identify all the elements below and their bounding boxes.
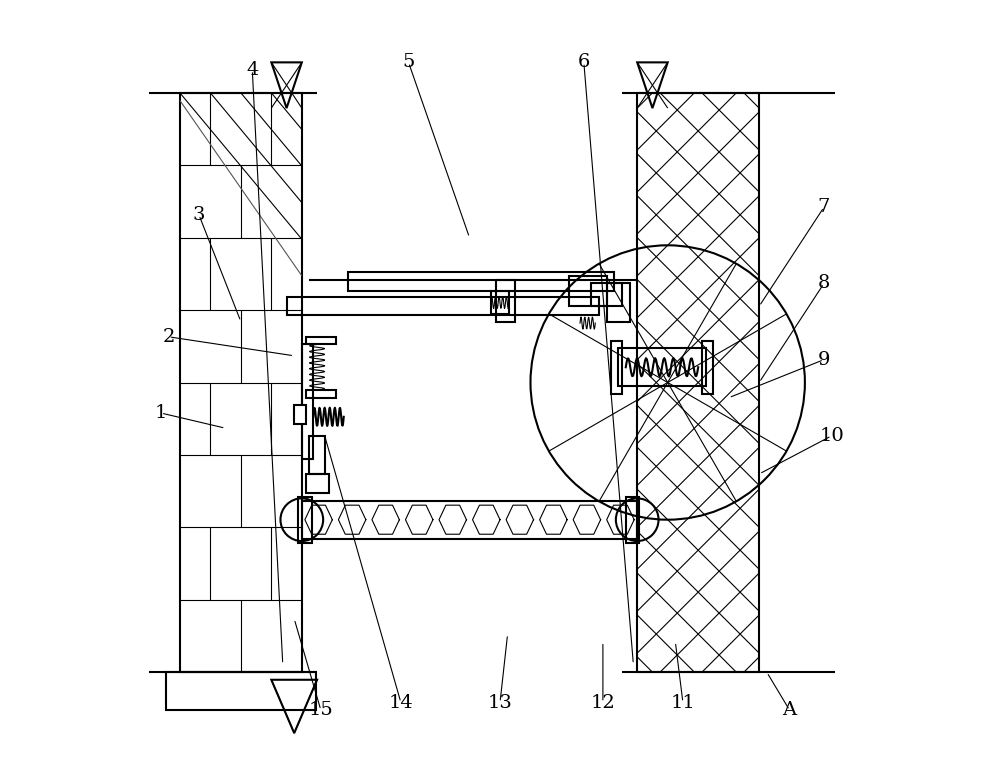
Bar (569, 276, 607, 306)
Text: A: A (783, 702, 797, 719)
Bar (496, 279, 515, 321)
Bar (166, 672, 316, 710)
Text: 4: 4 (246, 61, 258, 79)
Bar (348, 272, 614, 291)
Text: 9: 9 (818, 350, 830, 369)
Bar (302, 344, 313, 459)
Text: 11: 11 (671, 694, 695, 711)
Text: 10: 10 (819, 427, 844, 445)
Bar (637, 93, 759, 672)
Text: 15: 15 (309, 702, 333, 719)
Bar (180, 93, 302, 672)
Bar (294, 405, 306, 425)
Bar (306, 474, 328, 493)
Bar (298, 496, 312, 542)
Bar (618, 348, 706, 386)
Text: 2: 2 (162, 327, 175, 346)
Bar (302, 500, 637, 539)
Text: 14: 14 (389, 694, 413, 711)
Text: 5: 5 (402, 54, 415, 71)
Bar (309, 436, 325, 474)
Text: 12: 12 (591, 694, 615, 711)
Text: 8: 8 (818, 275, 830, 292)
Bar (491, 291, 509, 314)
Bar (306, 337, 336, 344)
Bar (287, 297, 599, 315)
Bar (607, 283, 630, 321)
Bar (591, 283, 622, 306)
Bar (702, 340, 713, 394)
Bar (306, 390, 336, 398)
Text: 7: 7 (818, 198, 830, 216)
Text: 3: 3 (193, 206, 205, 224)
Bar (611, 340, 622, 394)
Bar (626, 496, 639, 542)
Text: 6: 6 (578, 54, 590, 71)
Text: 1: 1 (155, 404, 167, 422)
Text: 13: 13 (488, 694, 512, 711)
